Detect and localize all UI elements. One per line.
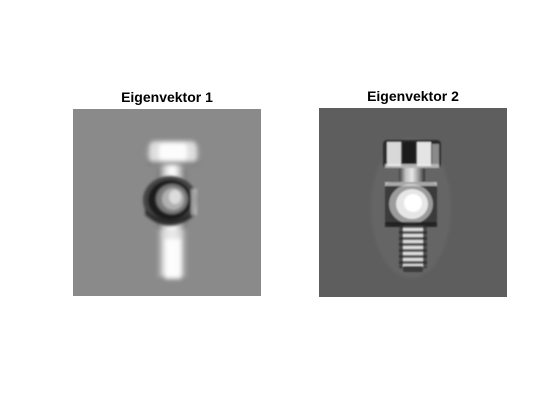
panel-2-title: Eigenvektor 2 bbox=[367, 88, 459, 104]
eigenvector-1-image bbox=[73, 109, 261, 296]
panel-1-title: Eigenvektor 1 bbox=[121, 89, 213, 105]
eigenvector-2-image bbox=[319, 108, 507, 297]
